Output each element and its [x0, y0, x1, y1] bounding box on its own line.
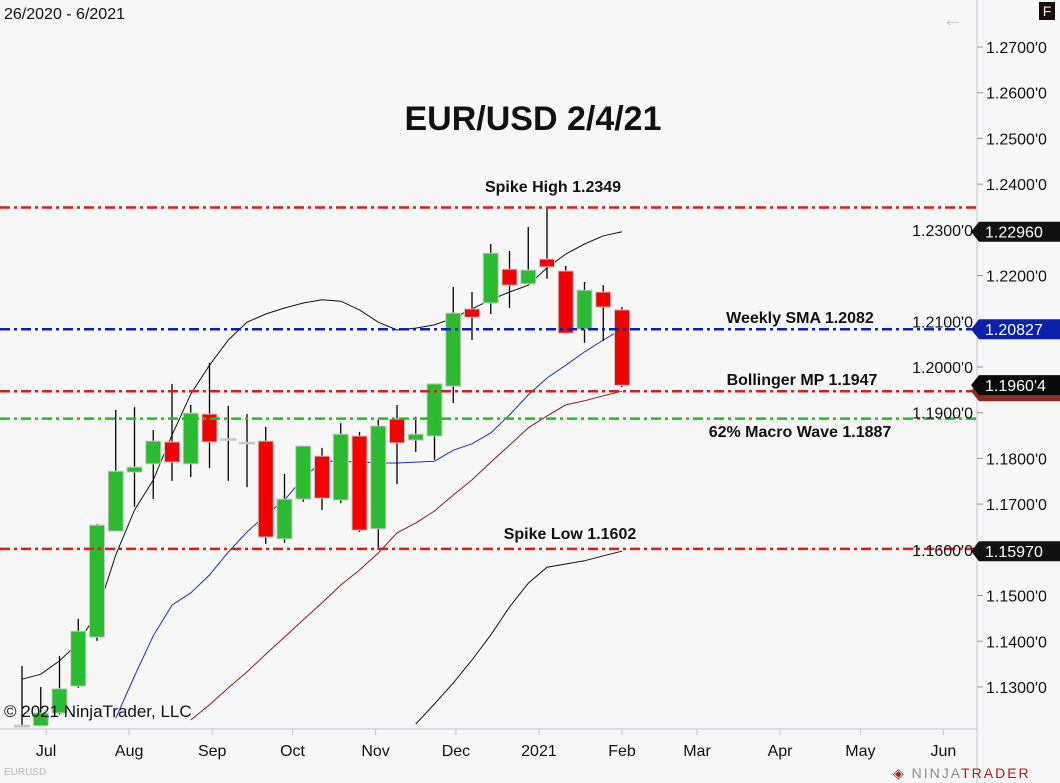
candle-body [595, 291, 612, 308]
level-label: Bollinger MP 1.1947 [727, 372, 878, 389]
upper-band-line [21, 231, 623, 680]
candle-body [557, 270, 574, 334]
x-tick-label: 2021 [521, 743, 557, 760]
x-tick-label: Jun [931, 743, 957, 760]
candle-body [539, 258, 555, 268]
y-tick-label: 1.1700'0 [986, 497, 1047, 514]
x-tick-label: Sep [198, 743, 227, 760]
candle-body [332, 433, 349, 501]
y-tick-label: 1.2200'0 [986, 269, 1047, 286]
y-tick-label: 1.2300'0 [912, 223, 973, 240]
candle-body [70, 630, 87, 687]
logo-icon: ◈ [893, 765, 912, 781]
candle-body [445, 312, 462, 387]
price-tag [971, 375, 1060, 396]
x-tick-label: Aug [115, 743, 143, 760]
y-tick-label: 1.2100'0 [912, 314, 973, 331]
x-tick-label: Feb [608, 743, 636, 760]
y-tick-label: 1.1800'0 [986, 451, 1047, 468]
y-tick-label: 1.2600'0 [986, 86, 1047, 103]
copyright-text: © 2021 NinjaTrader, LLC [4, 702, 192, 721]
x-tick-label: Apr [768, 743, 794, 760]
level-label: Spike High 1.2349 [485, 179, 621, 196]
lower-band-line [415, 550, 623, 725]
price-tag-label: 1.22960 [985, 225, 1043, 242]
x-tick-label: Dec [442, 743, 470, 760]
y-tick-label: 1.2000'0 [912, 360, 973, 377]
price-tag [971, 221, 1060, 242]
candle-body [14, 724, 30, 728]
candle-body [482, 252, 499, 304]
y-tick-label: 1.2700'0 [986, 40, 1047, 57]
y-tick-label: 1.2400'0 [986, 177, 1047, 194]
y-tick-label: 1.1900'0 [912, 406, 973, 423]
candle-body [145, 440, 162, 465]
arrow-left-icon[interactable]: ← [942, 6, 964, 31]
candle-body [576, 289, 593, 330]
logo-ninja: NINJA [911, 765, 962, 781]
logo-trader: TRADER [961, 765, 1031, 781]
instrument-symbol: EURUSD [4, 767, 47, 778]
candle-body [389, 418, 405, 444]
candle-body [126, 466, 143, 473]
candle-body [51, 688, 68, 714]
candle-body [370, 425, 387, 530]
candle-body [295, 445, 312, 500]
level-label: Weekly SMA 1.2082 [726, 310, 874, 327]
candle-body [257, 440, 274, 538]
candle-body [614, 309, 630, 386]
y-tick-label: 1.1400'0 [986, 634, 1047, 651]
price-tag [971, 319, 1060, 340]
y-tick-label: 1.1500'0 [986, 589, 1047, 606]
candle-body [201, 413, 218, 443]
bollinger-mp-line [190, 390, 623, 721]
price-tag [971, 541, 1060, 562]
x-tick-label: Jul [36, 743, 56, 760]
candle-body [220, 438, 237, 441]
level-label: 62% Macro Wave 1.1887 [709, 424, 892, 441]
candle-body [501, 268, 518, 286]
candle-body [182, 412, 199, 465]
x-tick-label: May [845, 743, 875, 760]
f-button[interactable]: F [1039, 2, 1055, 20]
candle-body [89, 524, 105, 638]
candle-body [164, 441, 180, 463]
x-tick-label: Nov [361, 743, 389, 760]
price-tag-label: 1.15970 [985, 544, 1043, 561]
date-range-label: 26/2020 - 6/2021 [4, 6, 125, 23]
candle-body [239, 441, 255, 445]
x-tick-label: Mar [683, 743, 711, 760]
plot-area [0, 206, 977, 728]
candle-body [276, 498, 293, 540]
y-tick-label: 1.1600'0 [912, 543, 973, 560]
ninjatrader-logo: ◈ NINJATRADER [893, 765, 1031, 781]
y-tick-label: 1.2500'0 [986, 131, 1047, 148]
y-tick-label: 1.1300'0 [986, 680, 1047, 697]
candle-body [351, 435, 368, 531]
level-label: Spike Low 1.1602 [504, 526, 637, 543]
price-tag-label: 1.20827 [985, 322, 1043, 339]
chart-title: EUR/USD 2/4/21 [405, 100, 662, 138]
sma-line [115, 328, 623, 719]
candle-body [407, 433, 424, 441]
candle-body [426, 383, 443, 437]
candle-body [32, 712, 49, 727]
candle-body [314, 455, 330, 499]
candle-body [107, 470, 124, 532]
price-tag-label: 1.1960'4 [985, 378, 1046, 395]
x-tick-label: Oct [280, 743, 305, 760]
candle-body [520, 269, 537, 285]
candle-body [464, 308, 480, 318]
